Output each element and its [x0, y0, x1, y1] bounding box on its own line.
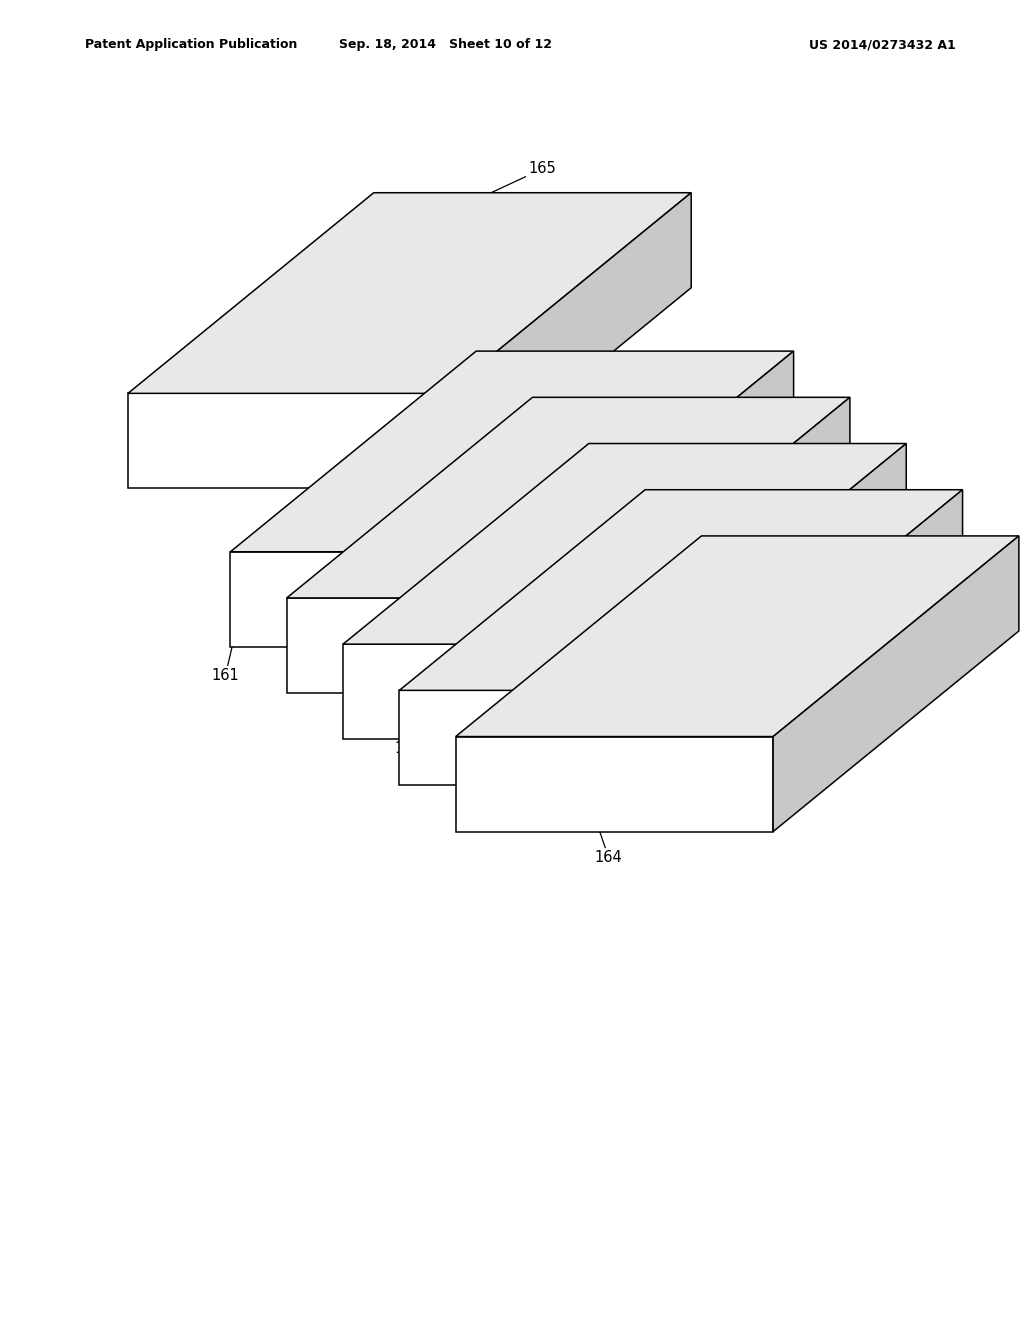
Text: 168: 168 [608, 458, 847, 569]
Polygon shape [230, 351, 794, 552]
Polygon shape [343, 644, 660, 739]
Polygon shape [230, 552, 548, 647]
Polygon shape [523, 631, 614, 766]
Polygon shape [128, 193, 691, 393]
Polygon shape [526, 677, 672, 752]
Polygon shape [467, 585, 559, 719]
Polygon shape [717, 490, 963, 785]
Polygon shape [526, 752, 580, 812]
Text: 167: 167 [552, 412, 791, 523]
Polygon shape [414, 585, 559, 660]
Text: 166: 166 [496, 366, 734, 477]
Polygon shape [445, 193, 691, 488]
Polygon shape [580, 677, 672, 812]
Polygon shape [414, 660, 467, 719]
Text: Fig. 12: Fig. 12 [387, 302, 494, 331]
Polygon shape [548, 351, 794, 647]
Polygon shape [773, 536, 1019, 832]
Text: US 2014/0273432 A1: US 2014/0273432 A1 [809, 38, 955, 51]
Polygon shape [660, 444, 906, 739]
Polygon shape [343, 444, 906, 644]
Text: 165: 165 [321, 161, 556, 272]
Polygon shape [287, 598, 604, 693]
Text: 164: 164 [581, 776, 623, 866]
Text: 162: 162 [394, 710, 422, 756]
Polygon shape [604, 397, 850, 693]
Polygon shape [469, 631, 614, 706]
Text: 163: 163 [472, 768, 500, 807]
Text: 161: 161 [211, 631, 240, 684]
Polygon shape [399, 490, 963, 690]
Polygon shape [287, 397, 850, 598]
Polygon shape [469, 706, 523, 766]
Polygon shape [456, 737, 773, 832]
Polygon shape [399, 690, 717, 785]
Text: Sep. 18, 2014   Sheet 10 of 12: Sep. 18, 2014 Sheet 10 of 12 [339, 38, 552, 51]
Polygon shape [128, 393, 445, 488]
Polygon shape [456, 536, 1019, 737]
Text: Patent Application Publication: Patent Application Publication [85, 38, 297, 51]
Text: 169: 169 [680, 504, 910, 615]
